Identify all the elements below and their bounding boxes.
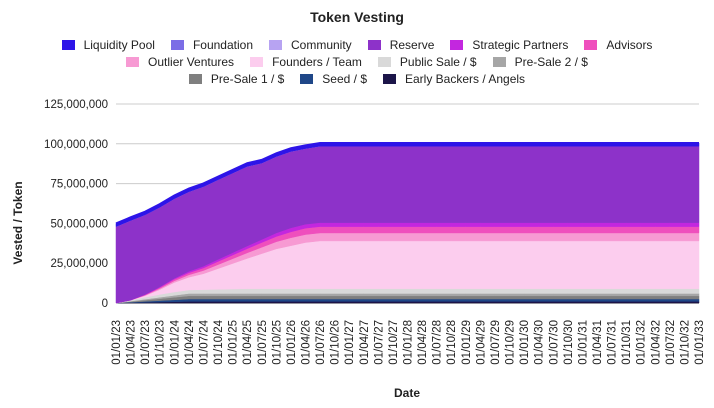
- x-tick-label: 01/04/26: [300, 320, 312, 365]
- legend-label: Founders / Team: [272, 55, 362, 69]
- legend-item-early-backers-angels: Early Backers / Angels: [383, 72, 525, 86]
- x-tick-label: 01/04/24: [184, 319, 196, 364]
- legend-label: Strategic Partners: [472, 38, 569, 52]
- legend-item-public-sale: Public Sale / $: [377, 55, 477, 69]
- legend-label: Pre-Sale 2 / $: [514, 55, 588, 69]
- x-tick-label: 01/07/29: [490, 320, 502, 365]
- legend-label: Foundation: [192, 38, 253, 52]
- legend-item-reserve: Reserve: [367, 38, 435, 52]
- legend-label: Advisors: [606, 38, 653, 52]
- x-tick-label: 01/04/31: [592, 320, 604, 365]
- y-tick-label: 0: [102, 298, 108, 310]
- chart-title: Token Vesting: [310, 9, 404, 25]
- legend-label: Outlier Ventures: [148, 55, 235, 69]
- x-tick-label: 01/04/32: [650, 320, 662, 365]
- x-tick-label: 01/07/32: [665, 320, 677, 365]
- y-tick-label: 50,000,000: [50, 218, 108, 230]
- x-tick-label: 01/07/26: [315, 320, 327, 365]
- x-tick-label: 01/01/31: [577, 320, 589, 365]
- legend-swatch: [61, 40, 75, 50]
- x-tick-label: 01/01/25: [228, 320, 240, 365]
- x-tick-label: 01/01/27: [344, 320, 356, 365]
- x-axis-title: Date: [394, 386, 420, 400]
- y-tick-label: 125,000,000: [44, 99, 108, 111]
- legend-swatch: [367, 40, 381, 50]
- y-tick-label: 100,000,000: [44, 139, 108, 151]
- legend-label: Seed / $: [322, 72, 367, 86]
- legend-label: Public Sale / $: [399, 55, 477, 69]
- legend-swatch: [250, 57, 264, 67]
- y-axis-title: Vested / Token: [11, 181, 25, 264]
- legend-item-pre-sale-2: Pre-Sale 2 / $: [492, 55, 588, 69]
- series-areas: [115, 142, 700, 304]
- x-tick-label: 01/04/23: [126, 320, 138, 365]
- legend-label: Early Backers / Angels: [405, 72, 526, 86]
- total-line: [115, 142, 699, 225]
- x-tick-label: 01/04/25: [242, 320, 254, 365]
- x-tick-label: 01/04/30: [534, 320, 546, 365]
- legend-item-foundation: Foundation: [170, 38, 253, 52]
- x-tick-label: 01/10/24: [213, 319, 225, 364]
- legend-label: Pre-Sale 1 / $: [210, 72, 285, 86]
- x-tick-label: 01/10/30: [563, 320, 575, 365]
- x-tick-label: 01/07/31: [607, 320, 619, 365]
- legend-item-outlier-ventures: Outlier Ventures: [126, 55, 234, 69]
- x-tick-label: 01/04/29: [475, 320, 487, 365]
- x-tick-label: 01/07/23: [140, 320, 152, 365]
- x-tick-label: 01/10/28: [446, 320, 458, 365]
- x-tick-label: 01/10/32: [679, 320, 691, 365]
- legend-item-founders-team: Founders / Team: [250, 55, 362, 69]
- x-tick-label: 01/10/25: [271, 320, 283, 365]
- axes: 0 25,000,000 50,000,000 75,000,000 100,000,0…: [44, 99, 706, 365]
- y-tick-label: 25,000,000: [50, 258, 108, 270]
- x-tick-label: 01/10/26: [330, 320, 342, 365]
- legend-swatch: [377, 57, 391, 67]
- legend-swatch: [170, 40, 184, 50]
- x-tick-label: 01/07/28: [432, 320, 444, 365]
- legend-item-advisors: Advisors: [584, 38, 652, 52]
- y-tick-label: 75,000,000: [50, 179, 108, 191]
- legend-label: Liquidity Pool: [83, 38, 155, 52]
- x-tick-label: 01/01/32: [636, 320, 648, 365]
- legend-swatch: [126, 57, 140, 67]
- x-tick-label: 01/01/29: [461, 320, 473, 365]
- x-tick-label: 01/01/24: [169, 319, 181, 364]
- legend-swatch: [492, 57, 506, 67]
- legend-item-liquidity-pool: Liquidity Pool: [61, 38, 155, 52]
- x-tick-label: 01/01/28: [403, 320, 415, 365]
- legend-swatch: [269, 40, 282, 50]
- x-tick-label: 01/01/23: [111, 320, 123, 365]
- legend-row: Outlier Ventures Founders / Team Public Sa…: [0, 55, 714, 69]
- legend-item-community: Community: [269, 38, 352, 52]
- legend-swatch: [188, 74, 202, 84]
- legend-label: Reserve: [389, 38, 435, 52]
- legend-item-pre-sale-1: Pre-Sale 1 / $: [188, 72, 285, 86]
- x-tick-label: 01/07/25: [257, 320, 269, 365]
- legend-swatch: [300, 74, 314, 84]
- legend-item-seed: Seed / $: [300, 72, 367, 86]
- x-tick-label: 01/01/26: [286, 320, 298, 365]
- legend-swatch: [383, 74, 396, 84]
- legend-label: Community: [291, 38, 352, 52]
- x-tick-label: 01/07/30: [548, 320, 560, 365]
- legend-row: Liquidity Pool Foundation Community Reserve…: [0, 38, 714, 52]
- x-tick-label: 01/04/28: [417, 320, 429, 365]
- x-tick-label: 01/10/29: [505, 320, 517, 365]
- legend-row: Pre-Sale 1 / $ Seed / $ Early Backers / An…: [0, 72, 714, 86]
- x-tick-label: 01/07/24: [198, 319, 210, 364]
- legend-swatch: [450, 40, 464, 50]
- x-tick-label: 01/10/23: [155, 320, 167, 365]
- x-tick-label: 01/10/31: [621, 320, 633, 365]
- x-tick-label: 01/01/30: [519, 320, 531, 365]
- legend-item-strategic-partners: Strategic Partners: [450, 38, 568, 52]
- x-tick-label: 01/07/27: [373, 320, 385, 365]
- x-tick-label: 01/01/33: [694, 320, 706, 365]
- legend-swatch: [584, 40, 598, 50]
- x-tick-label: 01/10/27: [388, 320, 400, 365]
- x-tick-label: 01/04/27: [359, 320, 371, 365]
